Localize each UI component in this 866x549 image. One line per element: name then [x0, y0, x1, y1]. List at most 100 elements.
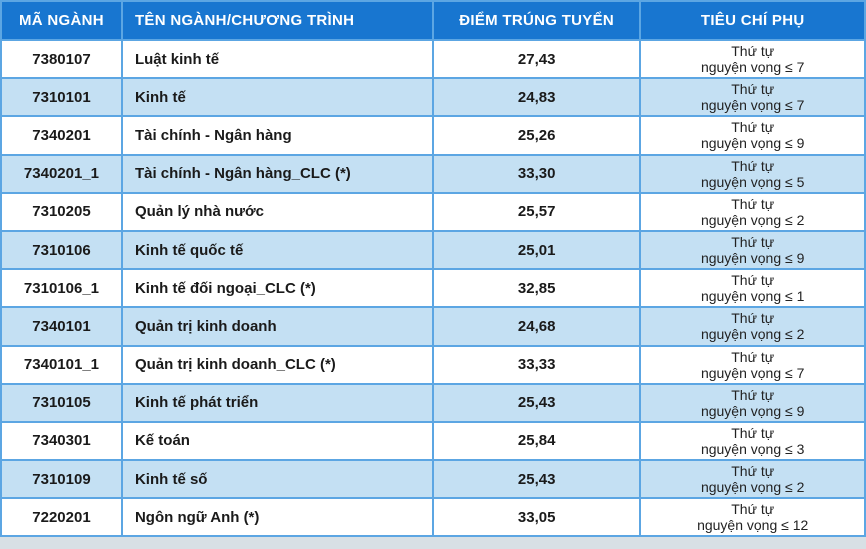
table-row: 7340101Quản trị kinh doanh24,68Thứ tựngu…: [1, 307, 865, 345]
criteria-line2: nguyện vọng ≤ 1: [645, 288, 860, 304]
cell-code: 7310106_1: [1, 269, 122, 307]
table-row: 7310106_1Kinh tế đối ngoại_CLC (*)32,85T…: [1, 269, 865, 307]
cell-criteria: Thứ tựnguyện vọng ≤ 9: [640, 384, 865, 422]
table-row: 7380107Luật kinh tế27,43Thứ tựnguyện vọn…: [1, 40, 865, 78]
header-name: TÊN NGÀNH/CHƯƠNG TRÌNH: [122, 1, 433, 40]
criteria-line1: Thứ tự: [645, 463, 860, 479]
header-score: ĐIỂM TRÚNG TUYỂN: [433, 1, 640, 40]
cell-criteria: Thứ tựnguyện vọng ≤ 7: [640, 78, 865, 116]
criteria-line1: Thứ tự: [645, 196, 860, 212]
criteria-line1: Thứ tự: [645, 425, 860, 441]
cell-name: Kinh tế phát triển: [122, 384, 433, 422]
criteria-line1: Thứ tự: [645, 43, 860, 59]
cell-code: 7340101_1: [1, 346, 122, 384]
cell-score: 33,33: [433, 346, 640, 384]
cell-code: 7310205: [1, 193, 122, 231]
table-row: 7340201Tài chính - Ngân hàng25,26Thứ tựn…: [1, 116, 865, 154]
criteria-line1: Thứ tự: [645, 272, 860, 288]
criteria-line1: Thứ tự: [645, 158, 860, 174]
admissions-table: MÃ NGÀNH TÊN NGÀNH/CHƯƠNG TRÌNH ĐIỂM TRÚ…: [0, 0, 866, 537]
cell-score: 25,43: [433, 460, 640, 498]
criteria-line2: nguyện vọng ≤ 2: [645, 212, 860, 228]
cell-criteria: Thứ tựnguyện vọng ≤ 9: [640, 116, 865, 154]
cell-criteria: Thứ tựnguyện vọng ≤ 2: [640, 193, 865, 231]
table-row: 7310109Kinh tế số25,43Thứ tựnguyện vọng …: [1, 460, 865, 498]
cell-name: Kế toán: [122, 422, 433, 460]
criteria-line2: nguyện vọng ≤ 2: [645, 479, 860, 495]
criteria-line1: Thứ tự: [645, 387, 860, 403]
cell-name: Kinh tế đối ngoại_CLC (*): [122, 269, 433, 307]
cell-criteria: Thứ tựnguyện vọng ≤ 12: [640, 498, 865, 536]
table-row: 7220201Ngôn ngữ Anh (*)33,05Thứ tựnguyện…: [1, 498, 865, 536]
cell-code: 7340101: [1, 307, 122, 345]
cell-code: 7310105: [1, 384, 122, 422]
cell-score: 25,01: [433, 231, 640, 269]
table-row: 7310105Kinh tế phát triển25,43Thứ tựnguy…: [1, 384, 865, 422]
header-code: MÃ NGÀNH: [1, 1, 122, 40]
cell-code: 7310109: [1, 460, 122, 498]
cell-score: 33,05: [433, 498, 640, 536]
cell-code: 7380107: [1, 40, 122, 78]
cell-name: Ngôn ngữ Anh (*): [122, 498, 433, 536]
criteria-line1: Thứ tự: [645, 81, 860, 97]
criteria-line2: nguyện vọng ≤ 3: [645, 441, 860, 457]
cell-name: Kinh tế quốc tế: [122, 231, 433, 269]
cell-name: Quản lý nhà nước: [122, 193, 433, 231]
cell-name: Tài chính - Ngân hàng: [122, 116, 433, 154]
table-row: 7340101_1Quản trị kinh doanh_CLC (*)33,3…: [1, 346, 865, 384]
cell-criteria: Thứ tựnguyện vọng ≤ 2: [640, 307, 865, 345]
cell-criteria: Thứ tựnguyện vọng ≤ 9: [640, 231, 865, 269]
cell-score: 25,57: [433, 193, 640, 231]
cell-score: 27,43: [433, 40, 640, 78]
cell-criteria: Thứ tựnguyện vọng ≤ 5: [640, 155, 865, 193]
criteria-line2: nguyện vọng ≤ 7: [645, 365, 860, 381]
table-row: 7340201_1Tài chính - Ngân hàng_CLC (*)33…: [1, 155, 865, 193]
cell-score: 25,43: [433, 384, 640, 422]
criteria-line2: nguyện vọng ≤ 9: [645, 250, 860, 266]
table-row: 7310205Quản lý nhà nước25,57Thứ tựnguyện…: [1, 193, 865, 231]
cell-score: 33,30: [433, 155, 640, 193]
criteria-line1: Thứ tự: [645, 349, 860, 365]
cell-code: 7310106: [1, 231, 122, 269]
cell-code: 7340301: [1, 422, 122, 460]
cell-code: 7220201: [1, 498, 122, 536]
header-row: MÃ NGÀNH TÊN NGÀNH/CHƯƠNG TRÌNH ĐIỂM TRÚ…: [1, 1, 865, 40]
cell-score: 25,84: [433, 422, 640, 460]
criteria-line2: nguyện vọng ≤ 9: [645, 403, 860, 419]
criteria-line2: nguyện vọng ≤ 9: [645, 135, 860, 151]
cell-score: 24,68: [433, 307, 640, 345]
table-body: 7380107Luật kinh tế27,43Thứ tựnguyện vọn…: [1, 40, 865, 536]
admissions-table-container: MÃ NGÀNH TÊN NGÀNH/CHƯƠNG TRÌNH ĐIỂM TRÚ…: [0, 0, 866, 549]
table-row: 7310101Kinh tế24,83Thứ tựnguyện vọng ≤ 7: [1, 78, 865, 116]
table-row: 7310106Kinh tế quốc tế25,01Thứ tựnguyện …: [1, 231, 865, 269]
cell-criteria: Thứ tựnguyện vọng ≤ 1: [640, 269, 865, 307]
cell-score: 24,83: [433, 78, 640, 116]
criteria-line2: nguyện vọng ≤ 12: [645, 517, 860, 533]
cell-name: Kinh tế số: [122, 460, 433, 498]
cell-score: 25,26: [433, 116, 640, 154]
criteria-line2: nguyện vọng ≤ 2: [645, 326, 860, 342]
cell-name: Quản trị kinh doanh: [122, 307, 433, 345]
criteria-line2: nguyện vọng ≤ 5: [645, 174, 860, 190]
table-row: 7340301Kế toán25,84Thứ tựnguyện vọng ≤ 3: [1, 422, 865, 460]
criteria-line2: nguyện vọng ≤ 7: [645, 97, 860, 113]
cell-code: 7340201_1: [1, 155, 122, 193]
criteria-line1: Thứ tự: [645, 234, 860, 250]
criteria-line2: nguyện vọng ≤ 7: [645, 59, 860, 75]
cell-criteria: Thứ tựnguyện vọng ≤ 7: [640, 346, 865, 384]
criteria-line1: Thứ tự: [645, 119, 860, 135]
cell-code: 7310101: [1, 78, 122, 116]
cell-code: 7340201: [1, 116, 122, 154]
table-header: MÃ NGÀNH TÊN NGÀNH/CHƯƠNG TRÌNH ĐIỂM TRÚ…: [1, 1, 865, 40]
cell-name: Tài chính - Ngân hàng_CLC (*): [122, 155, 433, 193]
cell-criteria: Thứ tựnguyện vọng ≤ 2: [640, 460, 865, 498]
cell-name: Kinh tế: [122, 78, 433, 116]
criteria-line1: Thứ tự: [645, 501, 860, 517]
cell-criteria: Thứ tựnguyện vọng ≤ 3: [640, 422, 865, 460]
header-criteria: TIÊU CHÍ PHỤ: [640, 1, 865, 40]
cell-name: Luật kinh tế: [122, 40, 433, 78]
cell-criteria: Thứ tựnguyện vọng ≤ 7: [640, 40, 865, 78]
criteria-line1: Thứ tự: [645, 310, 860, 326]
cell-name: Quản trị kinh doanh_CLC (*): [122, 346, 433, 384]
cell-score: 32,85: [433, 269, 640, 307]
